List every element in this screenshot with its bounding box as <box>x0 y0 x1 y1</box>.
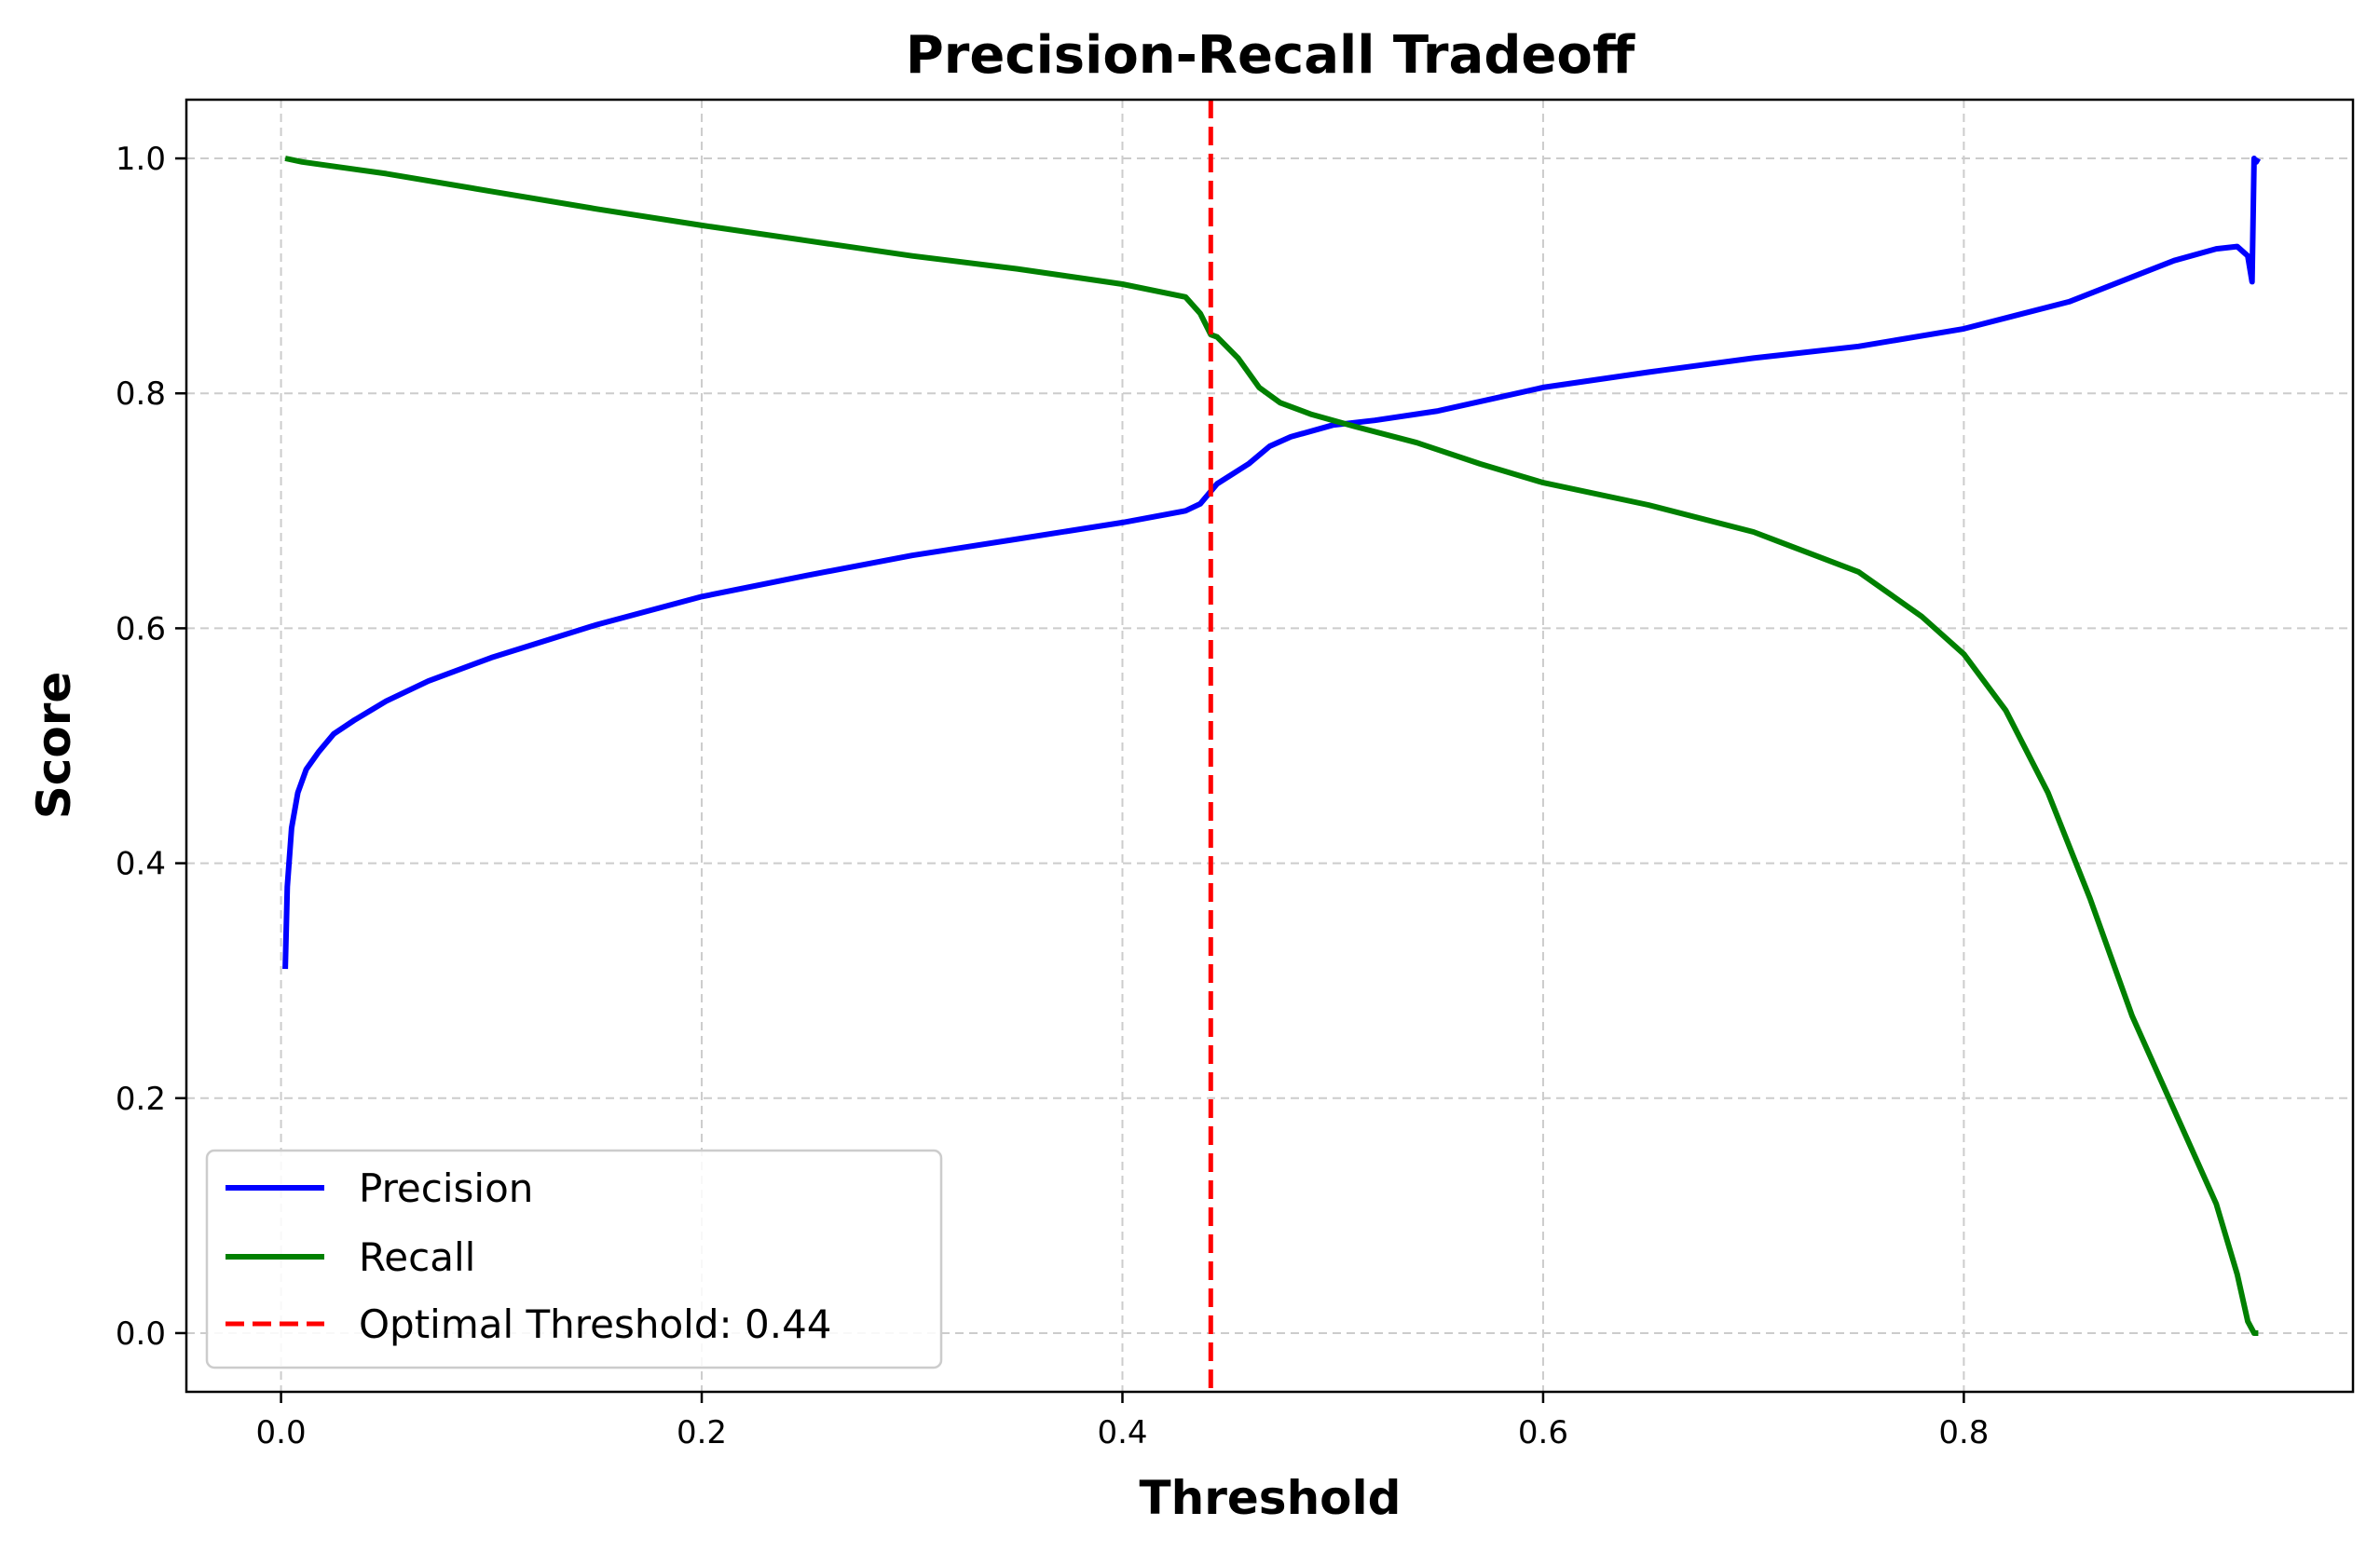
x-tick-label: 0.0 <box>256 1414 307 1451</box>
legend-box <box>205 1149 943 1369</box>
legend-label-threshold: Optimal Threshold: 0.44 <box>359 1301 832 1347</box>
x-tick-label: 0.2 <box>677 1414 727 1451</box>
y-tick-label: 0.2 <box>116 1081 166 1118</box>
y-tick-label: 0.8 <box>116 375 166 413</box>
series-line-precision <box>282 156 2261 970</box>
y-tick-label: 0.4 <box>116 846 166 883</box>
y-tick-label: 0.6 <box>116 610 166 647</box>
series-line-recall <box>284 156 2259 1336</box>
legend-label-recall: Recall <box>359 1234 475 1280</box>
y-tick-label: 1.0 <box>116 141 166 178</box>
plot-frame <box>185 98 2355 1394</box>
x-tick-label: 0.4 <box>1097 1414 1147 1451</box>
legend-label-precision: Precision <box>359 1165 533 1211</box>
y-tick-label: 0.0 <box>116 1315 166 1353</box>
y-axis-label: Score <box>27 672 81 820</box>
x-axis-label: Threshold <box>1140 1471 1402 1525</box>
x-tick-label: 0.6 <box>1518 1414 1568 1451</box>
x-tick-label: 0.8 <box>1938 1414 1989 1451</box>
plot-area <box>282 100 2261 1392</box>
axis-ticks: 0.0 0.2 0.4 0.6 0.8 0.0 0.2 0.4 0.6 0.8 1.0 <box>116 141 1990 1451</box>
grid-lines <box>186 100 2353 1392</box>
chart-title: Precision-Recall Tradeoff <box>906 25 1635 86</box>
legend: Precision Recall Optimal Threshold: 0.44 <box>205 1149 943 1369</box>
